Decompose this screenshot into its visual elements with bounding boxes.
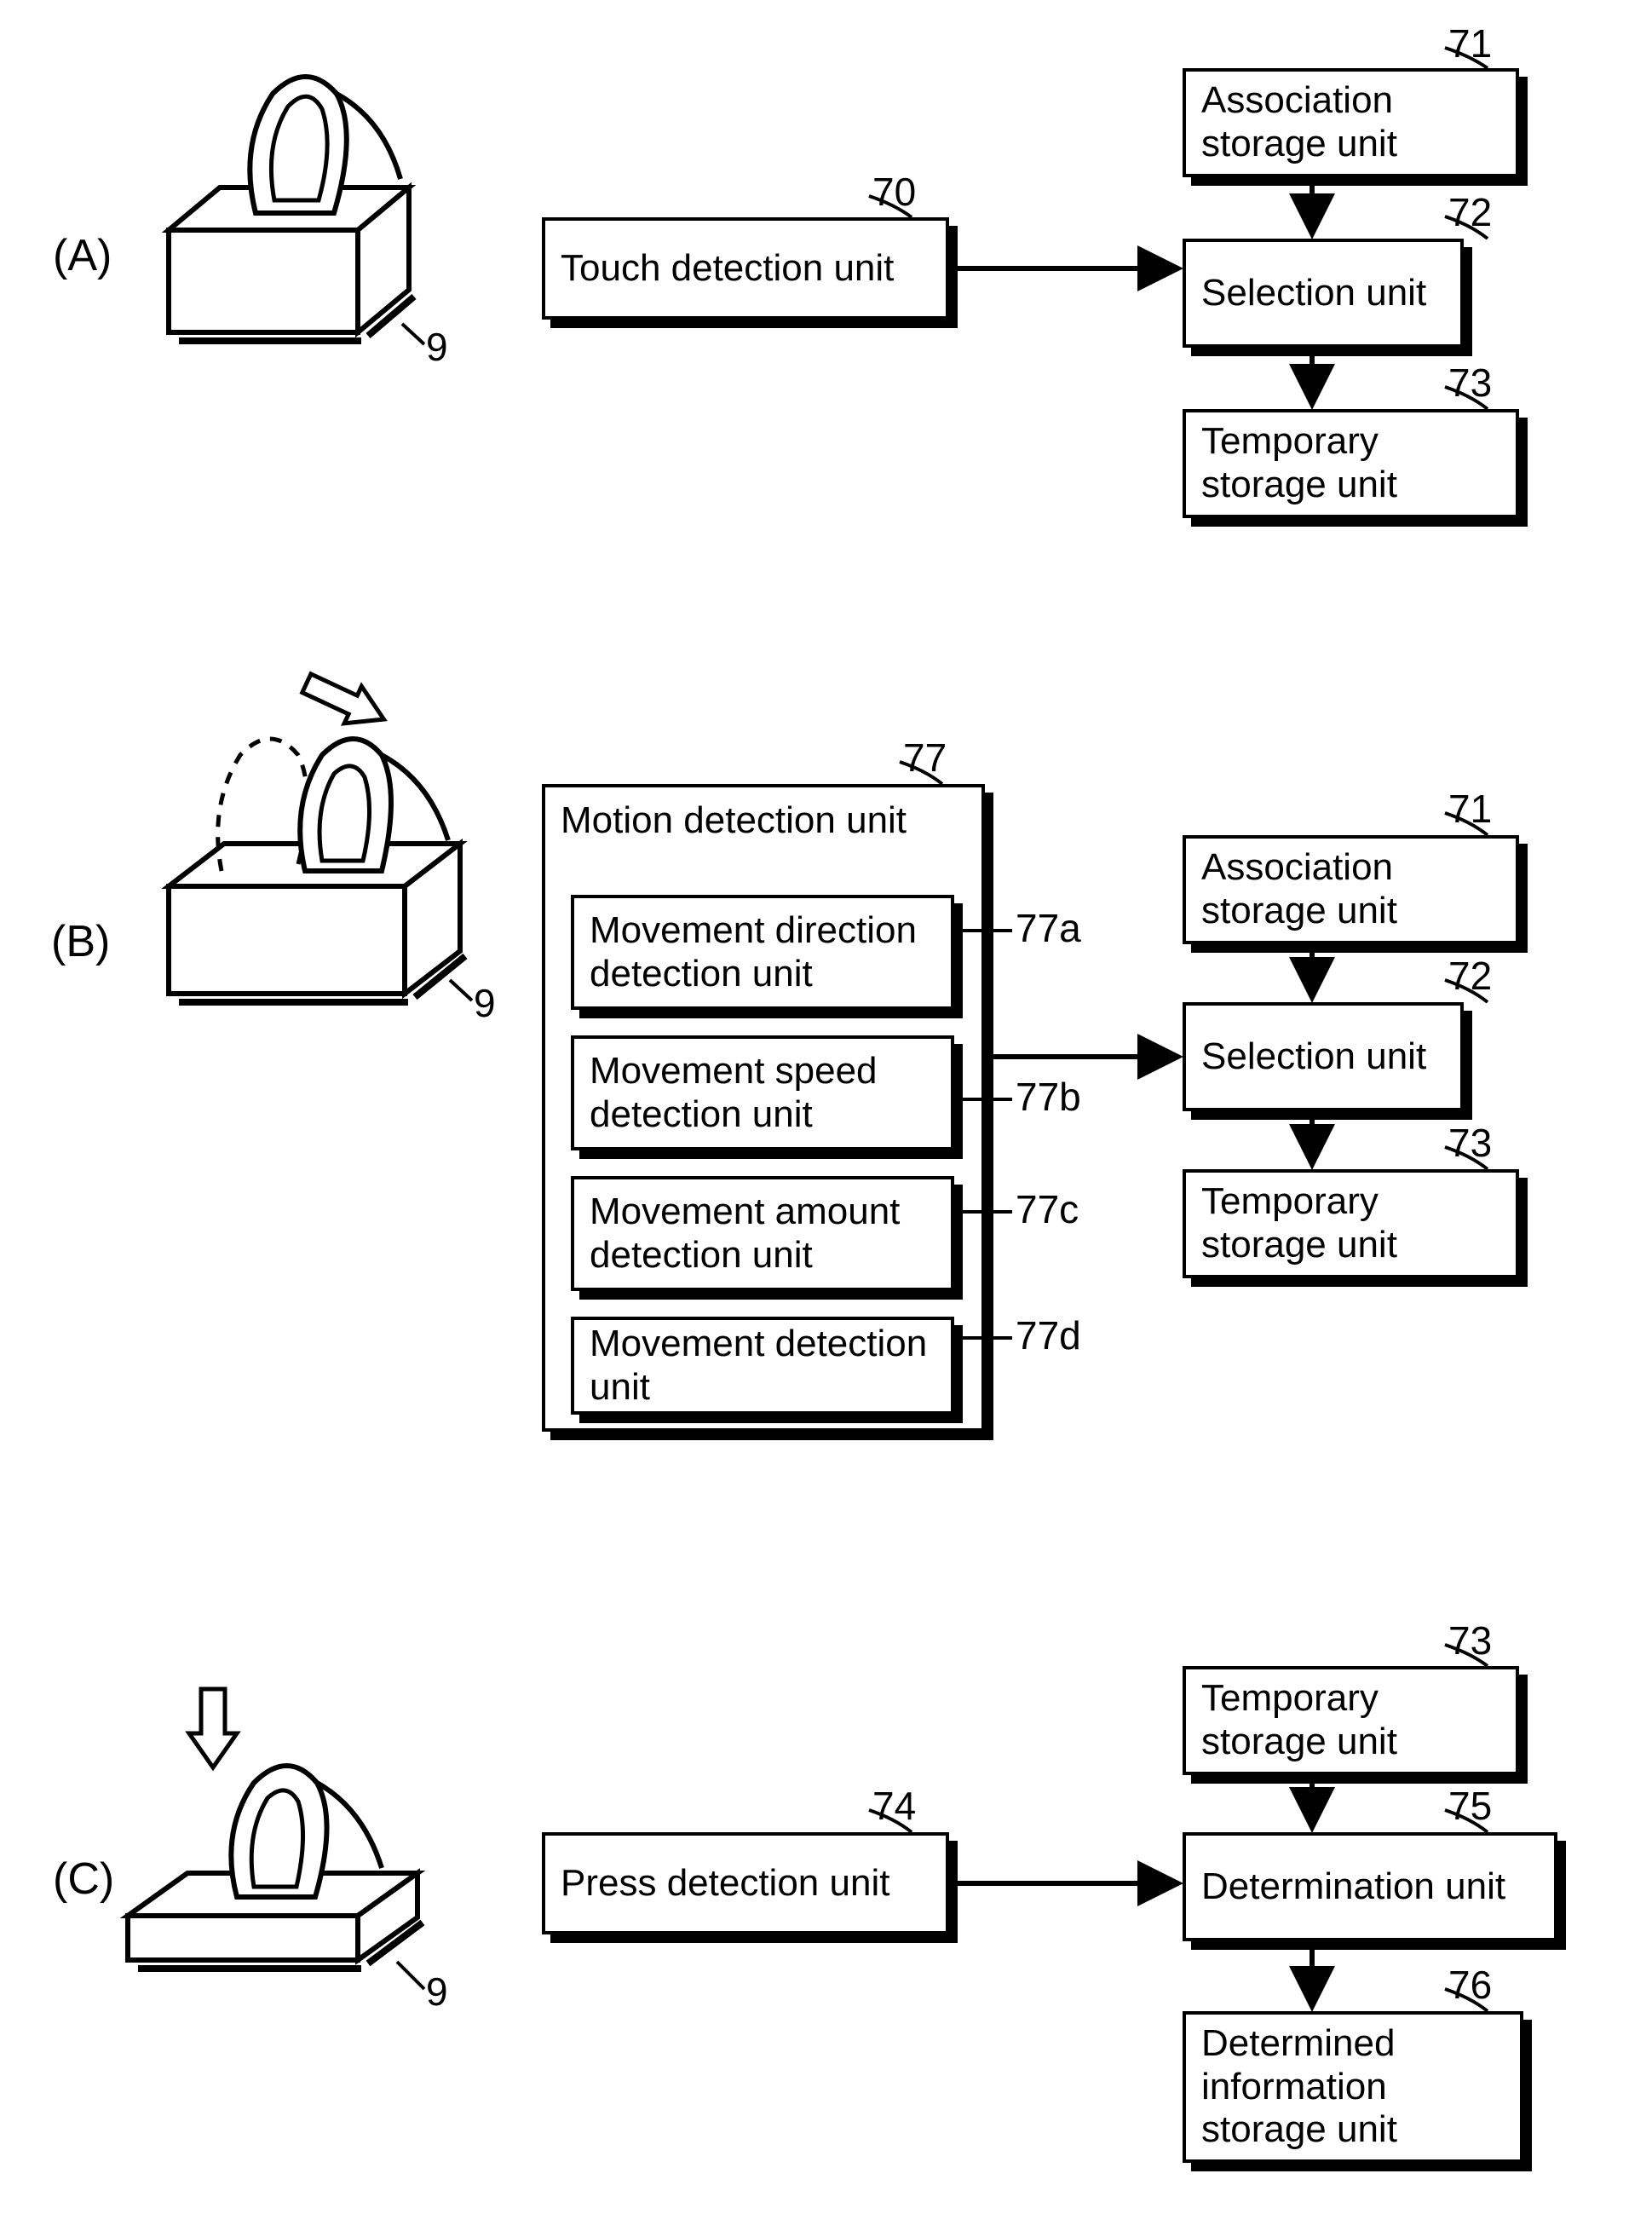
ref-73b: 73: [1448, 1120, 1492, 1166]
box-77c: Movement amount detection unit: [571, 1176, 954, 1291]
box-temporary-a: Temporary storage unit: [1183, 409, 1519, 518]
box-selection-b: Selection unit: [1183, 1002, 1464, 1111]
ref-72a: 72: [1448, 189, 1492, 235]
picto-a: [169, 77, 414, 341]
ref-74: 74: [872, 1783, 916, 1829]
ref-72b: 72: [1448, 953, 1492, 999]
box-text: Determined information storage unit: [1201, 2022, 1505, 2152]
box-text: Association storage unit: [1201, 79, 1500, 165]
box-determination: Determination unit: [1183, 1832, 1557, 1941]
pic-label-a: 9: [426, 324, 448, 370]
ref-77c-sub: 77c: [1016, 1186, 1079, 1232]
box-text: Movement direction detection unit: [590, 909, 935, 995]
ref-75: 75: [1448, 1783, 1492, 1829]
box-temporary-c: Temporary storage unit: [1183, 1666, 1519, 1775]
ref-77d-sub: 77d: [1016, 1312, 1081, 1358]
box-77a: Movement direction detection unit: [571, 895, 954, 1010]
ref-71b: 71: [1448, 786, 1492, 832]
picto-b: [169, 665, 465, 1002]
box-determined-info: Determined information storage unit: [1183, 2011, 1523, 2163]
box-text: Selection unit: [1201, 272, 1426, 315]
ref-71a: 71: [1448, 20, 1492, 66]
box-text: Press detection unit: [561, 1862, 889, 1905]
box-text: Movement amount detection unit: [590, 1191, 935, 1277]
ref-76: 76: [1448, 1962, 1492, 2008]
section-label-a: (A): [53, 230, 112, 281]
ref-77a-sub: 77a: [1016, 905, 1081, 951]
ref-77: 77: [903, 735, 947, 781]
pic-label-b: 9: [474, 980, 496, 1026]
ref-77b-sub: 77b: [1016, 1074, 1081, 1120]
ref-70: 70: [872, 169, 916, 215]
box-text: Temporary storage unit: [1201, 420, 1500, 506]
box-touch-detection: Touch detection unit: [542, 217, 949, 320]
section-label-c: (C): [53, 1854, 114, 1905]
box-text: Temporary storage unit: [1201, 1180, 1500, 1266]
ref-73c: 73: [1448, 1617, 1492, 1663]
picto-c: [128, 1689, 423, 1969]
box-text: Temporary storage unit: [1201, 1677, 1500, 1763]
box-association-b: Association storage unit: [1183, 835, 1519, 944]
box-77b: Movement speed detection unit: [571, 1035, 954, 1150]
box-text: Selection unit: [1201, 1035, 1426, 1079]
box-77d: Movement detection unit: [571, 1317, 954, 1415]
box-press-detection: Press detection unit: [542, 1832, 949, 1934]
box-selection-a: Selection unit: [1183, 239, 1464, 348]
box-text: Determination unit: [1201, 1865, 1505, 1909]
section-label-b: (B): [51, 916, 110, 967]
ref-73a: 73: [1448, 360, 1492, 406]
box-association-a: Association storage unit: [1183, 68, 1519, 177]
box-temporary-b: Temporary storage unit: [1183, 1169, 1519, 1278]
box-text: Motion detection unit: [561, 799, 907, 843]
box-text: Movement detection unit: [590, 1323, 935, 1409]
pic-label-c: 9: [426, 1969, 448, 2015]
box-text: Association storage unit: [1201, 846, 1500, 932]
box-text: Touch detection unit: [561, 247, 894, 291]
box-text: Movement speed detection unit: [590, 1050, 935, 1136]
